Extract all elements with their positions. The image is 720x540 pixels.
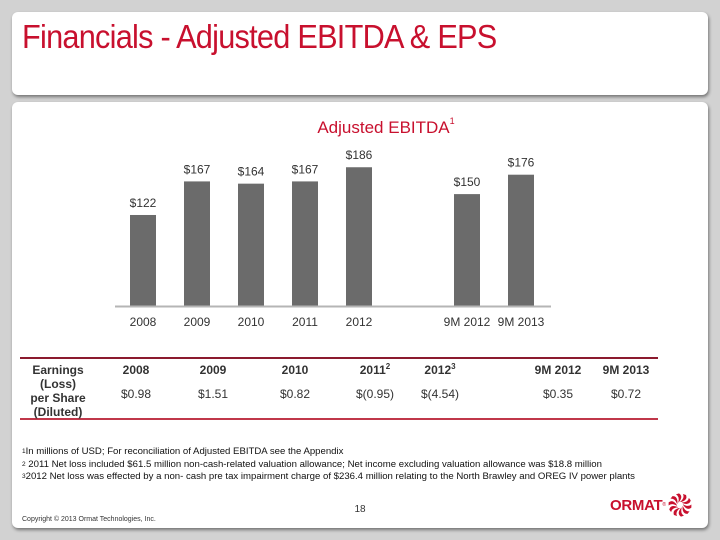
bar-2012 xyxy=(346,167,372,306)
data-label: $167 xyxy=(292,162,319,176)
chart-title-footnote-mark: 1 xyxy=(449,116,455,126)
eps-table-bottom-rule xyxy=(20,418,658,420)
footnote-text: In millions of USD; For reconciliation o… xyxy=(25,446,344,457)
bar-2011 xyxy=(292,181,318,306)
swirl-blade xyxy=(676,493,682,503)
eps-column-header: 20112 xyxy=(359,362,391,377)
footnote-1: 1In millions of USD; For reconciliation … xyxy=(22,446,635,459)
eps-value: $0.82 xyxy=(279,387,311,401)
data-label: $150 xyxy=(454,175,481,189)
swirl-blade xyxy=(669,506,679,513)
bar-9m-2013 xyxy=(508,174,534,306)
x-tick-label: 2010 xyxy=(238,315,265,329)
x-tick-label: 2009 xyxy=(184,315,211,329)
eps-row-label: Earnings (Loss) per Share (Diluted) xyxy=(20,363,96,419)
eps-column-header: 9M 2012 xyxy=(534,363,582,377)
logo-text: ORMAT xyxy=(610,496,663,514)
swirl-blade xyxy=(668,501,678,506)
labels-group: $122 2008 $167 2009 $164 2010 $167 2011 $186 2012… xyxy=(130,148,545,329)
page-number: 18 xyxy=(354,504,366,515)
data-label: $167 xyxy=(184,162,211,176)
eps-column-header: 2010 xyxy=(281,363,309,377)
eps-column-header: 9M 2013 xyxy=(602,363,650,377)
eps-column-header: 2008 xyxy=(122,363,150,377)
x-tick-label: 2012 xyxy=(346,315,373,329)
title-panel: Financials - Adjusted EBITDA & EPS xyxy=(12,12,708,95)
eps-value: $1.51 xyxy=(197,387,229,401)
registered-mark: ® xyxy=(662,502,667,508)
x-tick-label: 9M 2013 xyxy=(498,315,545,329)
bar-9m-2012 xyxy=(454,194,480,306)
footnote-mark: 2 xyxy=(22,460,26,468)
data-label: $186 xyxy=(346,148,373,162)
data-label: $176 xyxy=(508,156,535,170)
eps-label-line: (Diluted) xyxy=(33,405,83,419)
eps-value: $0.98 xyxy=(120,387,152,401)
bar-2009 xyxy=(184,181,210,306)
bars-group xyxy=(130,167,534,306)
footnote-2: 2 2011 Net loss included $61.5 million n… xyxy=(22,459,635,472)
ormat-swirl-icon xyxy=(668,493,692,517)
eps-label-line: Earnings xyxy=(32,363,84,377)
swirl-blade xyxy=(682,505,690,514)
footnote-text: 2011 Net loss included $61.5 million non… xyxy=(25,458,602,470)
footnote-mark: 3 xyxy=(451,362,456,371)
bar-2010 xyxy=(238,183,264,306)
swirl-blade xyxy=(681,497,691,504)
eps-value: $(0.95) xyxy=(355,387,395,401)
swirl-blade xyxy=(678,507,685,517)
x-tick-label: 2008 xyxy=(130,315,157,329)
eps-value: $0.35 xyxy=(542,387,574,401)
x-tick-label: 9M 2012 xyxy=(444,315,491,329)
ormat-logo: ORMAT ® xyxy=(610,493,692,517)
bar-2008 xyxy=(130,214,156,306)
eps-value: $0.72 xyxy=(610,387,642,401)
data-label: $164 xyxy=(238,165,265,179)
eps-table-top-rule xyxy=(20,357,658,359)
chart-title-text: Adjusted EBITDA xyxy=(317,118,450,137)
eps-column-header: 2009 xyxy=(199,363,227,377)
footnote-mark: 1 xyxy=(22,448,26,455)
footnote-3: 32012 Net loss was effected by a non- ca… xyxy=(22,471,635,484)
slide-title: Financials - Adjusted EBITDA & EPS xyxy=(22,18,497,55)
x-tick-label: 2011 xyxy=(292,315,318,329)
footnote-mark: 2 xyxy=(385,362,391,371)
chart-title: Adjusted EBITDA1 xyxy=(0,116,720,138)
footnote-text: 2012 Net loss was effected by a non- cas… xyxy=(25,471,635,482)
eps-column-header: 20123 xyxy=(424,362,456,377)
data-label: $122 xyxy=(130,196,157,210)
swirl-blade xyxy=(682,504,692,509)
footnote-mark: 3 xyxy=(22,473,26,480)
eps-label-line: per Share xyxy=(30,391,86,405)
copyright-notice: Copyright © 2013 Ormat Technologies, Inc… xyxy=(22,516,156,523)
swirl-blade xyxy=(670,496,678,505)
footnotes: 1In millions of USD; For reconciliation … xyxy=(22,446,635,484)
eps-label-line: (Loss) xyxy=(40,377,76,391)
eps-value: $(4.54) xyxy=(420,387,460,401)
swirl-blade xyxy=(673,508,681,516)
swirl-blade xyxy=(680,494,687,502)
